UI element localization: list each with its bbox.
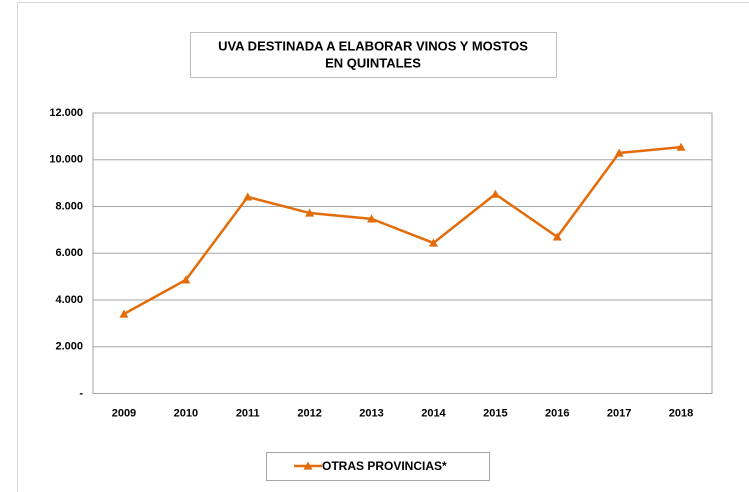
x-tick-label: 2014 <box>421 407 446 419</box>
x-tick-label: 2017 <box>607 407 631 419</box>
point-marker <box>428 238 438 247</box>
legend-marker <box>303 461 313 470</box>
series-line <box>123 145 682 316</box>
point-marker <box>181 275 191 284</box>
x-tick-label: 2013 <box>359 407 383 419</box>
y-tick-label: 10.000 <box>49 154 83 166</box>
point-marker <box>552 232 562 241</box>
point-marker <box>614 148 624 157</box>
x-tick-label: 2011 <box>236 407 260 419</box>
y-tick-label: 6.000 <box>55 247 83 259</box>
x-tick-label: 2012 <box>297 407 321 419</box>
chart-title: EN QUINTALES <box>325 55 421 70</box>
chart-frame <box>17 2 749 492</box>
x-tick-label: 2016 <box>545 407 569 419</box>
point-marker <box>490 189 500 198</box>
y-tick-label: 8.000 <box>55 200 83 212</box>
point-marker <box>367 214 377 223</box>
legend-label: OTRAS PROVINCIAS* <box>322 459 447 473</box>
y-tick-label: 12.000 <box>49 107 83 119</box>
plot-border <box>92 112 713 394</box>
legend-box <box>266 452 490 481</box>
x-tick-label: 2015 <box>483 407 507 419</box>
point-marker <box>119 309 129 318</box>
x-tick-label: 2010 <box>174 407 198 419</box>
x-tick-label: 2009 <box>112 407 136 419</box>
y-tick-label: 4.000 <box>55 294 83 306</box>
point-marker <box>676 142 686 151</box>
point-marker <box>243 192 253 201</box>
y-tick-label: 2.000 <box>55 341 83 353</box>
title-box <box>190 32 557 78</box>
y-tick-label: - <box>79 387 83 399</box>
x-tick-label: 2018 <box>669 407 693 419</box>
chart-title: UVA DESTINADA A ELABORAR VINOS Y MOSTOS <box>218 38 528 53</box>
point-marker <box>305 208 315 217</box>
